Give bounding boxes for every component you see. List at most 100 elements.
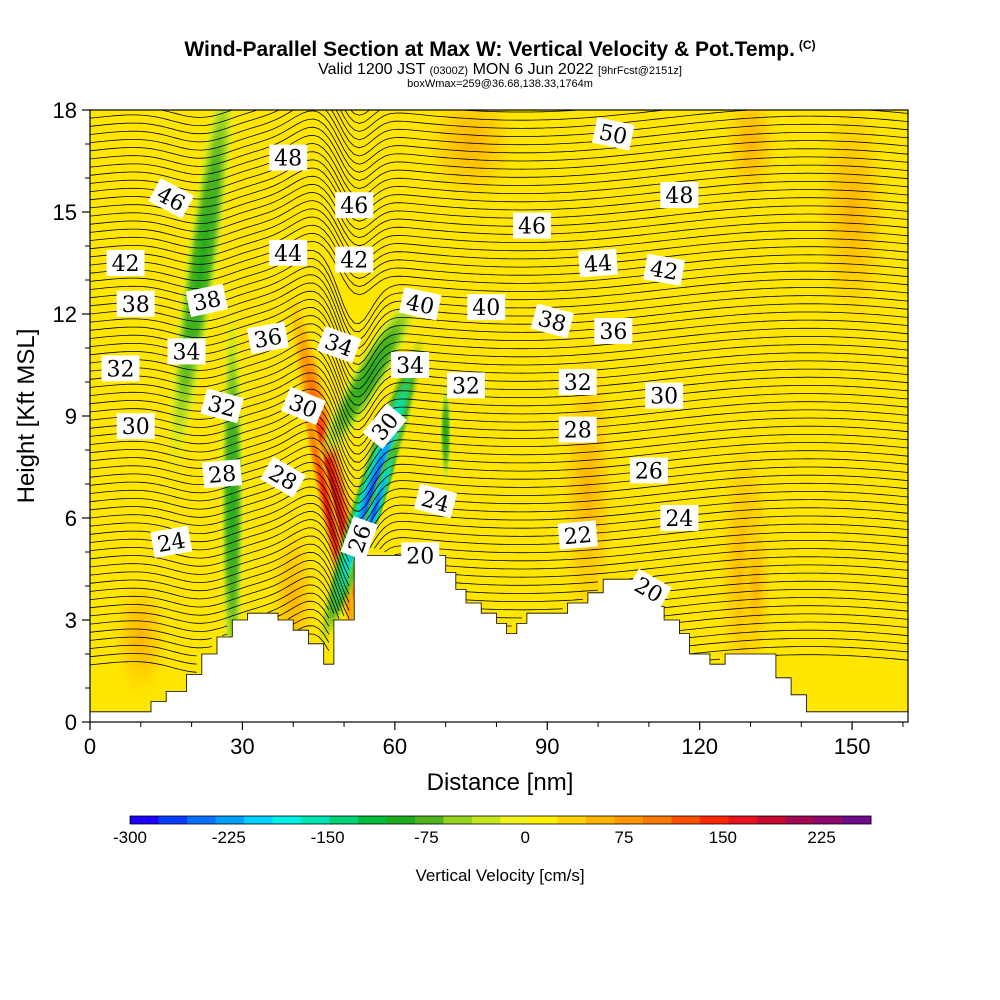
isentrope-line bbox=[90, 633, 908, 673]
contour-label-group: 42 bbox=[335, 246, 374, 274]
contour-label-box bbox=[200, 388, 244, 424]
contour-label-box bbox=[391, 352, 430, 378]
colorbar-swatch bbox=[158, 816, 188, 824]
contour-label-box bbox=[202, 459, 243, 489]
y-tick-label: 6 bbox=[65, 506, 77, 531]
isentrope-line bbox=[90, 298, 908, 374]
contour-label: 24 bbox=[156, 529, 188, 558]
contour-label-box bbox=[413, 483, 458, 519]
contour-label-box bbox=[558, 416, 597, 443]
colorbar-tick-label: -225 bbox=[212, 828, 246, 847]
vertical-velocity-field bbox=[90, 110, 908, 722]
contour-label-box bbox=[335, 192, 374, 219]
colorbar-swatch bbox=[301, 816, 330, 824]
isentrope-line bbox=[90, 413, 908, 488]
colorbar-swatch bbox=[814, 816, 843, 824]
contour-label-box bbox=[578, 248, 618, 278]
contour-label: 32 bbox=[452, 374, 480, 399]
colorbar-swatch bbox=[557, 816, 587, 824]
contour-label-box bbox=[340, 516, 378, 561]
contour-label-group: 24 bbox=[660, 505, 699, 532]
contour-label: 30 bbox=[650, 385, 678, 410]
colorbar-swatch bbox=[272, 816, 302, 824]
contour-label: 34 bbox=[396, 354, 424, 379]
colorbar-swatch bbox=[529, 816, 558, 824]
utc-time: (0300Z) bbox=[429, 65, 469, 77]
isentrope-line bbox=[90, 478, 908, 553]
contour-label-box bbox=[629, 457, 668, 484]
isentrope-line bbox=[90, 110, 908, 149]
contour-label-box bbox=[150, 525, 193, 558]
colorbar-swatch bbox=[586, 816, 615, 824]
x-axis-title: Distance [nm] bbox=[427, 769, 574, 796]
contour-label-group: 48 bbox=[269, 144, 308, 172]
isentrope-line bbox=[90, 559, 908, 617]
isentrope-line bbox=[344, 110, 586, 124]
isentrope-line bbox=[90, 396, 908, 471]
y-tick-label: 12 bbox=[53, 302, 77, 327]
contour-label-box bbox=[316, 325, 362, 364]
contour-label-group: 36 bbox=[246, 321, 289, 354]
contour-label-box bbox=[116, 290, 155, 317]
contour-label-group: 24 bbox=[413, 483, 458, 519]
isentrope-line bbox=[90, 224, 908, 279]
velocity-feature bbox=[740, 501, 771, 671]
colorbar-swatch bbox=[757, 816, 786, 824]
isentrope-line bbox=[90, 421, 908, 496]
contour-label-box bbox=[260, 456, 307, 498]
isentrope-line bbox=[90, 240, 908, 296]
valid-date: MON 6 Jun 2022 bbox=[472, 61, 594, 78]
isentrope-line bbox=[90, 118, 908, 173]
contour-label-group: 32 bbox=[101, 355, 140, 382]
contour-label-box bbox=[398, 287, 442, 321]
isentrope-line bbox=[90, 494, 908, 562]
contour-label-group: 32 bbox=[446, 372, 485, 399]
contour-label-box bbox=[335, 246, 374, 273]
contour-label: 46 bbox=[340, 194, 368, 219]
colorbar-swatch bbox=[614, 816, 644, 824]
colorbar-tick-label: 225 bbox=[807, 828, 835, 847]
isentrope-line bbox=[90, 568, 908, 611]
contour-label: 40 bbox=[472, 296, 500, 321]
isentrope-line bbox=[90, 134, 908, 190]
velocity-feature bbox=[166, 110, 238, 482]
colorbar-swatch bbox=[187, 816, 216, 824]
velocity-feature bbox=[317, 329, 427, 653]
y-tick-label: 15 bbox=[53, 200, 77, 225]
contour-label-box bbox=[401, 542, 440, 569]
isentrope-line bbox=[90, 110, 908, 157]
contour-label-group: 40 bbox=[467, 294, 506, 321]
contour-label: 42 bbox=[648, 257, 680, 286]
velocity-feature bbox=[811, 110, 893, 348]
contour-label-group: 34 bbox=[316, 325, 362, 364]
isentrope-line bbox=[90, 232, 908, 288]
x-tick-label: 120 bbox=[681, 734, 718, 759]
x-tick-label: 30 bbox=[230, 734, 254, 759]
isentrope-line bbox=[90, 625, 908, 665]
contour-label-group: 50 bbox=[592, 117, 635, 151]
colorbar-swatch bbox=[329, 816, 359, 824]
contour-label: 44 bbox=[274, 242, 302, 267]
isentrope-line bbox=[90, 208, 908, 263]
contour-label: 44 bbox=[583, 251, 613, 278]
contour-label: 50 bbox=[597, 120, 630, 150]
copyright-mark: (C) bbox=[798, 38, 816, 52]
isentrope-line bbox=[90, 462, 908, 537]
box-info: boxWmax=259@36.68,138.33,1764m bbox=[407, 78, 593, 90]
contour-label-box bbox=[513, 212, 552, 239]
isentrope-line bbox=[90, 355, 908, 431]
contour-label-box bbox=[557, 520, 598, 550]
contour-label-box bbox=[185, 283, 229, 318]
colorbar-swatch bbox=[415, 816, 444, 824]
isentrope-line bbox=[90, 183, 908, 239]
chart-subtitle: Valid 1200 JST (0300Z) MON 6 Jun 2022 [9… bbox=[0, 62, 1000, 79]
isentrope-line bbox=[90, 470, 908, 545]
isentrope-line bbox=[90, 249, 908, 325]
isentrope-line bbox=[90, 110, 908, 165]
isentrope-line bbox=[90, 110, 669, 132]
contour-label-box bbox=[246, 321, 289, 354]
isentrope-line bbox=[90, 143, 908, 198]
contour-label-box bbox=[106, 250, 145, 276]
isentrope-line bbox=[90, 307, 908, 382]
